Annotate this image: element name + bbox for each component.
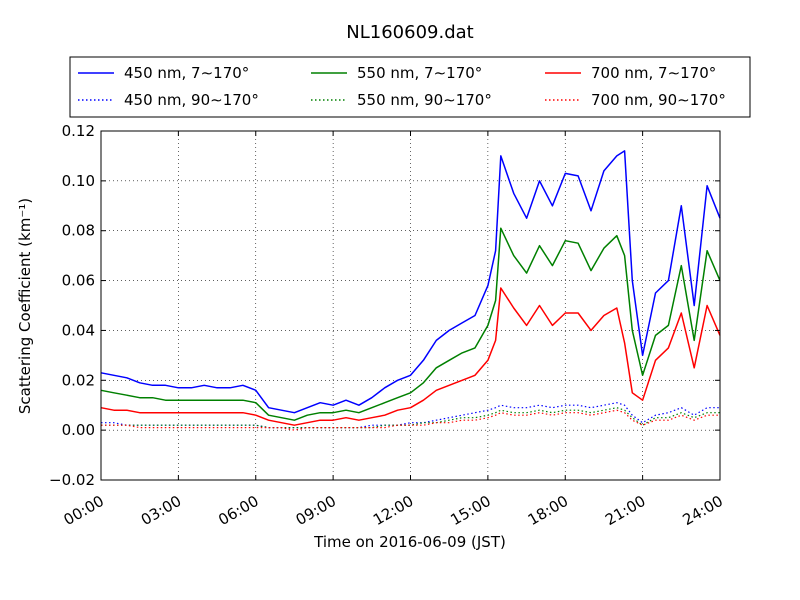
series-line xyxy=(100,150,721,414)
legend-box xyxy=(69,56,751,118)
series-line xyxy=(100,227,721,421)
y-tick-label: 0.12 xyxy=(62,122,95,140)
legend-label: 550 nm, 90∼170° xyxy=(357,91,492,109)
legend-label: 450 nm, 90∼170° xyxy=(124,91,259,109)
y-tick-label: 0.02 xyxy=(62,371,95,389)
series-line xyxy=(100,287,721,426)
y-tick-label: 0.00 xyxy=(62,421,95,439)
legend: 450 nm, 7∼170° 450 nm, 90∼170° 550 nm, 7∼1… xyxy=(69,56,751,118)
legend-label: 700 nm, 90∼170° xyxy=(591,91,726,109)
y-tick-label: −0.02 xyxy=(49,471,95,489)
legend-label: 450 nm, 7∼170° xyxy=(124,64,249,82)
y-tick-label: 0.10 xyxy=(62,172,95,190)
plot-series xyxy=(100,150,721,431)
x-axis-label: Time on 2016-06-09 (JST) xyxy=(313,533,506,551)
y-tick-label: 0.06 xyxy=(62,272,95,290)
y-tick-label: 0.08 xyxy=(62,222,95,240)
legend-label: 550 nm, 7∼170° xyxy=(357,64,482,82)
y-axis: −0.02 0.00 0.02 0.04 0.06 0.08 0.10 0.12 xyxy=(49,122,720,489)
legend-label: 700 nm, 7∼170° xyxy=(591,64,716,82)
chart-title: NL160609.dat xyxy=(346,22,473,43)
y-tick-label: 0.04 xyxy=(62,321,95,339)
series-line xyxy=(101,407,720,429)
y-axis-label: Scattering Coefficient (km⁻¹) xyxy=(16,198,34,414)
